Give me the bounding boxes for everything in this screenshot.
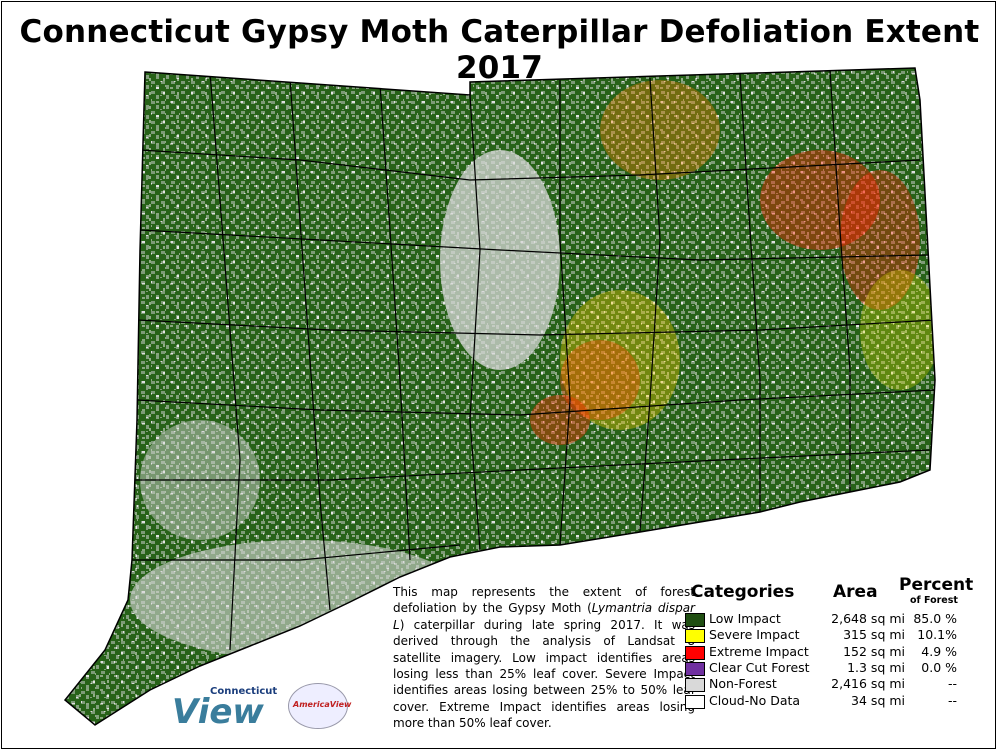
legend-percent: -- <box>947 692 957 708</box>
legend-row: Cloud-No Data 34 sq mi -- <box>683 693 983 709</box>
legend-row: Low Impact 2,648 sq mi 85.0 % <box>683 611 983 627</box>
legend-name: Cloud-No Data <box>709 692 801 708</box>
legend-percent: 0.0 % <box>921 659 957 675</box>
title: Connecticut Gypsy Moth Caterpillar Defol… <box>19 14 980 86</box>
logo: AmericaView <box>288 683 352 729</box>
legend-name: Clear Cut Forest <box>709 659 810 675</box>
legend-row: Extreme Impact 152 sq mi 4.9 % <box>683 644 983 660</box>
legend-area: 34 sq mi <box>851 692 905 708</box>
legend-percent: 4.9 % <box>921 643 957 659</box>
legend-percent: 85.0 % <box>913 611 957 626</box>
legend-area: 2,648 sq mi <box>831 611 905 626</box>
description: This map represents the extent of forest… <box>393 584 695 732</box>
legend-name: Severe Impact <box>709 627 800 643</box>
logo-text: Connecticut <box>210 686 278 697</box>
legend-header: Percent <box>899 575 974 595</box>
legend-header: Categories <box>691 582 795 602</box>
legend-percent: 10.1% <box>917 627 957 643</box>
legend-swatch <box>685 661 705 676</box>
legend-swatch <box>685 629 705 644</box>
description-species: Lymantria dispar L <box>393 601 695 632</box>
legend-name: Non-Forest <box>709 676 777 692</box>
legend-row: Non-Forest 2,416 sq mi -- <box>683 676 983 693</box>
legend-name: Extreme Impact <box>709 643 809 659</box>
legend-row: Severe Impact 315 sq mi 10.1% <box>683 627 983 644</box>
description-text: This map represents the extent of forest… <box>393 585 695 616</box>
logo-text: AmericaView <box>293 700 352 709</box>
legend-swatch <box>685 678 705 693</box>
legend-area: 2,416 sq mi <box>831 676 905 692</box>
legend-swatch <box>685 613 705 627</box>
description-text: ) caterpillar during late spring 2017. I… <box>393 617 695 731</box>
legend-area: 152 sq mi <box>843 643 905 659</box>
legend-name: Low Impact <box>709 611 781 626</box>
legend-header: Area <box>833 582 878 602</box>
legend-swatch <box>685 645 705 660</box>
legend-note: of Forest <box>910 595 958 606</box>
legend-percent: -- <box>947 676 957 692</box>
legend-row: Clear Cut Forest 1.3 sq mi 0.0 % <box>683 660 983 676</box>
legend-area: 1.3 sq mi <box>847 659 905 675</box>
logo-text: View <box>172 692 264 732</box>
legend-area: 315 sq mi <box>843 627 905 643</box>
legend-swatch <box>685 694 705 709</box>
